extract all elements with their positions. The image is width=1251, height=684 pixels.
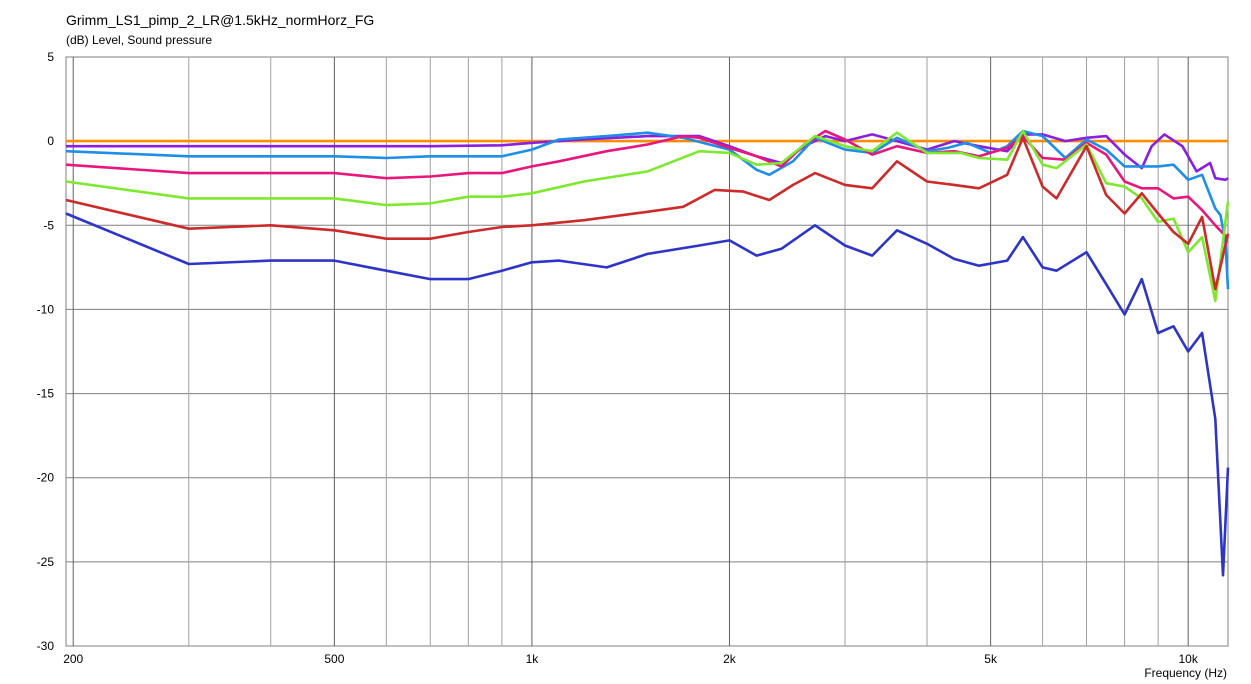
x-tick-label: 10k [1178, 652, 1198, 666]
y-axis-label: (dB) Level, Sound pressure [66, 33, 213, 47]
y-tick-label: 0 [47, 134, 54, 148]
x-tick-label: 2k [723, 652, 737, 666]
series-line-2 [66, 133, 1229, 182]
y-tick-label: -20 [37, 471, 55, 485]
x-tick-label: 200 [63, 652, 83, 666]
chart-title: Grimm_LS1_pimp_2_LR@1.5kHz_normHorz_FG [66, 12, 375, 28]
series-line-4 [65, 129, 1229, 240]
x-tick-label: 5k [984, 652, 998, 666]
y-tick-label: 5 [47, 50, 54, 64]
series-line-6 [65, 136, 1230, 291]
x-tick-label: 1k [526, 652, 540, 666]
series-line-7 [65, 212, 1230, 577]
y-tick-label: -15 [37, 387, 55, 401]
series-line-3 [65, 129, 1230, 290]
x-tick-label: 500 [324, 652, 344, 666]
series-line-5 [65, 129, 1230, 303]
series-group [65, 129, 1230, 577]
tick-labels: 5 0 -5 -10 -15 -20 -25 -30 200 500 1k 2k 5k 10k [37, 50, 1199, 666]
y-tick-label: -30 [37, 639, 55, 653]
x-axis-label: Frequency (Hz) [1144, 666, 1227, 680]
y-tick-label: -25 [37, 555, 55, 569]
y-tick-label: -5 [43, 218, 54, 232]
y-tick-label: -10 [37, 302, 55, 316]
